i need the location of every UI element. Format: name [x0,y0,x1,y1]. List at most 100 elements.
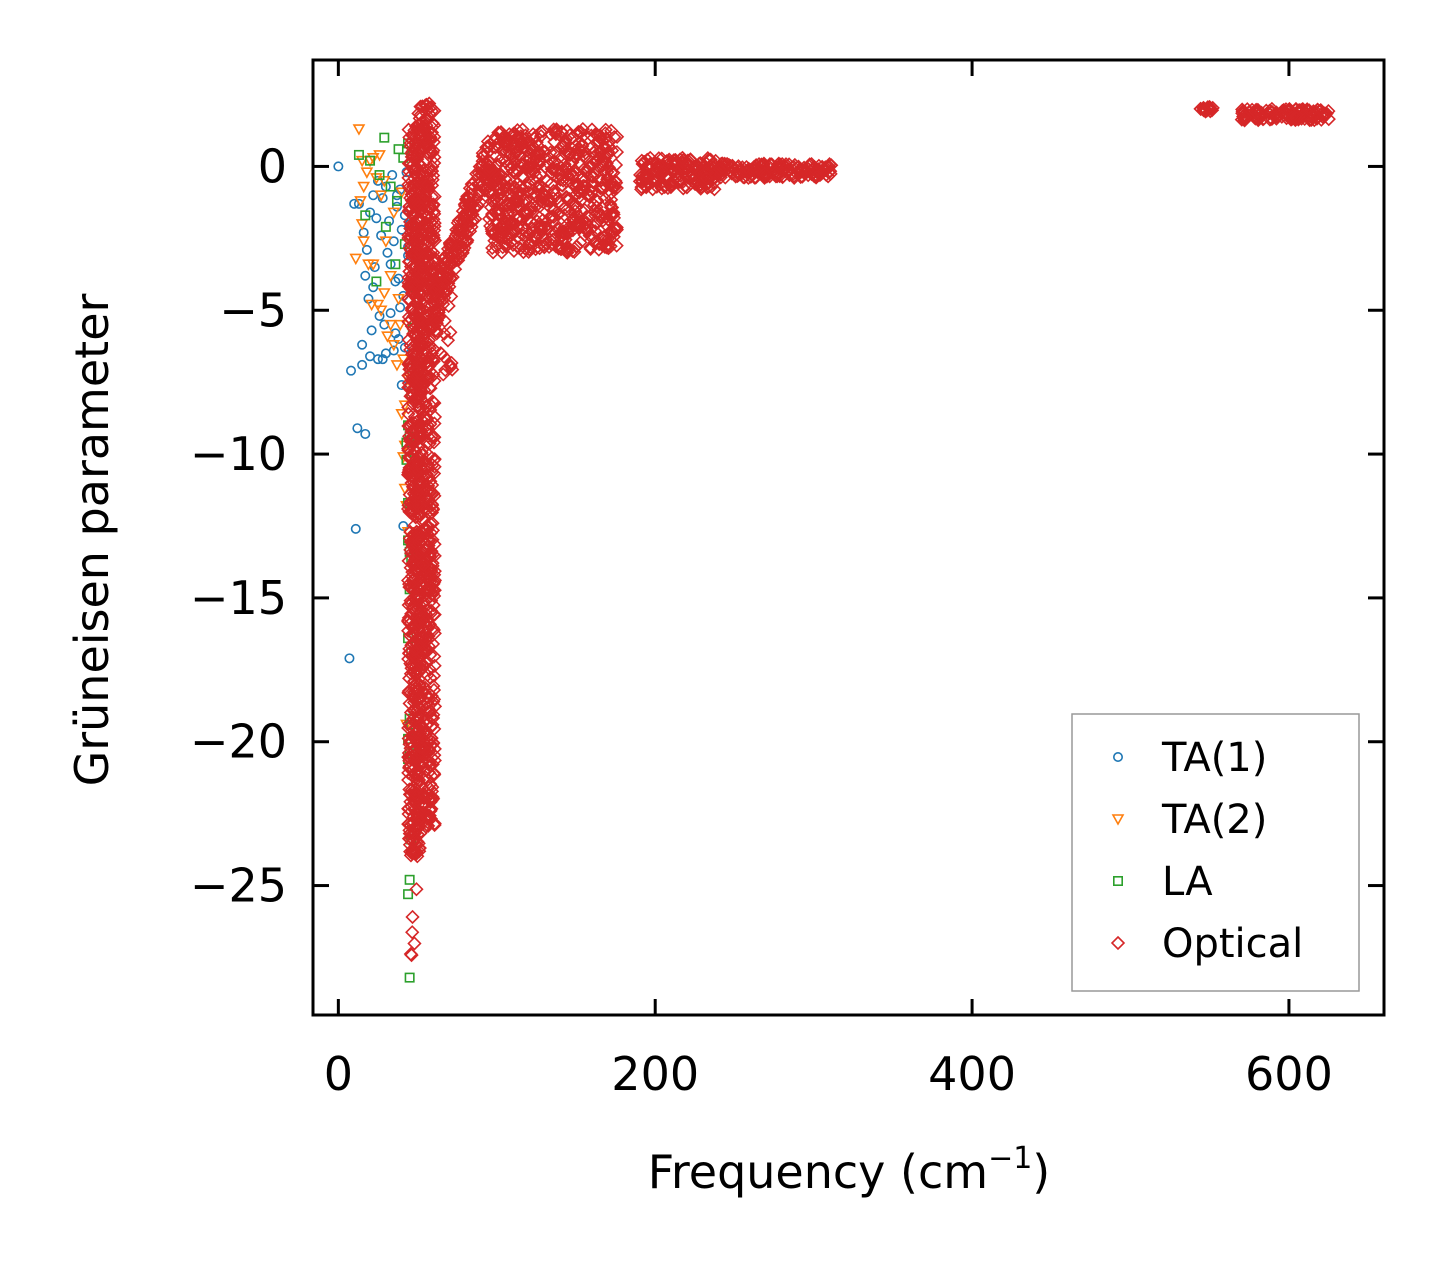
data-point [346,365,357,376]
data-point [412,350,428,365]
data-point [435,267,450,282]
data-point [557,220,572,235]
data-point [601,212,616,227]
data-point [432,302,447,318]
data-point [1256,111,1271,126]
data-point [426,668,442,683]
data-point [423,364,438,379]
data-point [420,762,435,777]
data-point [357,339,368,350]
data-point [405,925,420,940]
data-point [599,233,614,248]
data-point [436,349,452,364]
data-point [411,727,426,743]
data-point [640,168,656,183]
data-point [412,366,427,381]
data-point [593,181,608,196]
data-point [402,616,418,631]
data-point [1282,103,1297,118]
data-point [401,462,417,478]
data-point [572,185,587,200]
data-point [559,189,574,205]
data-point [427,537,442,552]
data-point [360,428,371,439]
data-point [578,220,594,235]
y-tick-label: −20 [190,715,287,769]
data-point [412,656,428,672]
data-point [395,187,409,199]
data-point [401,801,416,816]
data-point [424,352,439,367]
data-point [483,200,499,215]
data-point [414,427,429,443]
data-point [407,673,422,689]
data-point [416,798,431,814]
data-point [436,367,451,382]
data-point [412,373,427,388]
data-point [589,206,604,221]
data-point [505,138,521,153]
data-point [465,213,481,228]
data-point [541,221,556,236]
data-point [377,354,388,365]
data-point [502,144,517,159]
data-point [395,409,409,421]
data-point [427,282,443,298]
data-point [398,400,412,412]
data-point [539,174,555,189]
data-point [593,230,608,246]
data-point [604,123,619,138]
data-point [427,215,442,231]
data-point [449,252,464,268]
data-point [401,406,416,422]
data-point [417,250,432,266]
data-point [371,213,382,224]
data-point [365,155,376,166]
data-point [586,169,601,184]
data-point [525,153,541,168]
data-point [470,198,485,213]
data-point [1321,111,1336,127]
data-point [637,177,652,193]
data-point [573,193,588,209]
data-point [566,178,581,193]
data-point [1269,111,1284,126]
data-point [519,203,534,219]
data-point [344,653,355,664]
legend-label: TA(2) [1161,797,1267,843]
data-point [525,234,540,249]
data-point [523,204,538,220]
data-point [429,282,444,297]
data-point [415,295,430,310]
data-point [730,168,745,184]
series-ta-1- [333,161,417,664]
data-point [671,174,687,190]
data-point [408,800,423,816]
data-point [422,755,437,770]
data-point [417,787,432,802]
data-point [404,972,415,983]
data-point [420,745,435,761]
data-point [405,909,420,925]
data-point [522,164,537,180]
data-point [403,445,418,460]
data-point [424,465,440,480]
data-point [437,255,452,271]
data-point [583,240,598,255]
data-point [368,282,379,293]
y-tick-label: 0 [258,139,287,193]
data-point [632,174,648,189]
data-point [567,196,583,212]
data-point [409,665,424,681]
data-point [384,270,397,283]
data-point [414,461,429,477]
data-point [414,511,430,526]
data-point [786,159,801,174]
x-axis-label-superscript: −1 [988,1141,1032,1176]
x-axis-label: Frequency (cm−1) [648,1141,1051,1199]
data-point [549,122,564,137]
data-point [408,846,424,862]
data-point [418,543,433,558]
data-point [438,362,453,378]
data-point [391,195,402,206]
